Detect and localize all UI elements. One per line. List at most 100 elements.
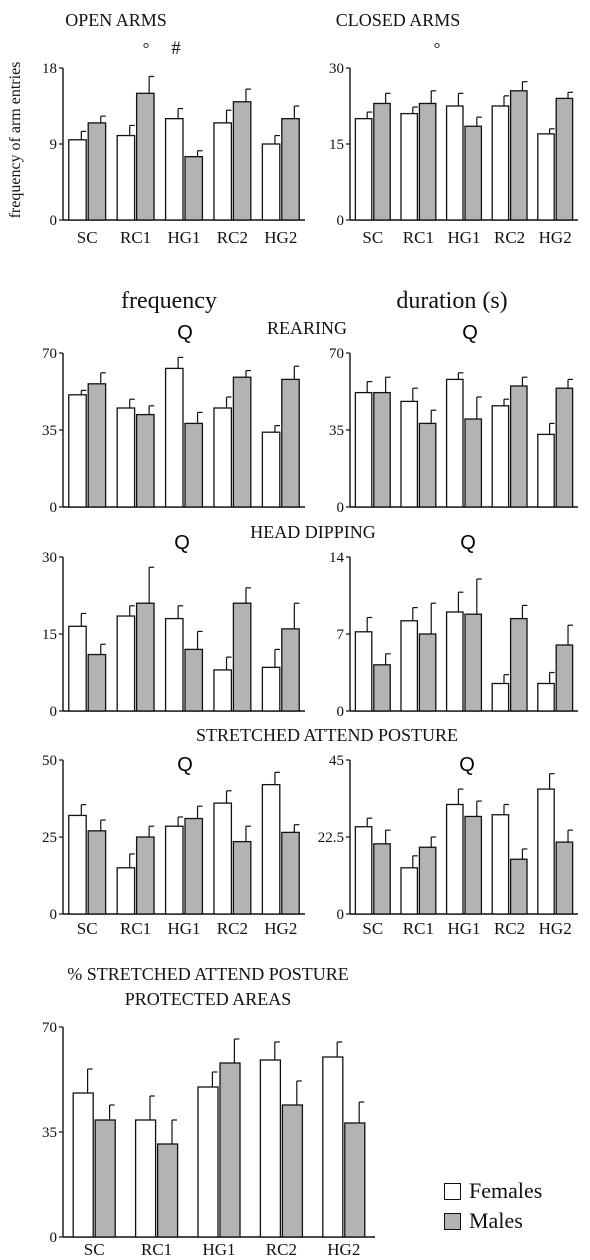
bar-males-hg1 [464, 815, 483, 915]
bar-females-hg2 [261, 143, 281, 221]
y-tick-label: 0 [50, 213, 58, 229]
bar-males-rc2 [232, 376, 252, 508]
degree-marker: ° [434, 39, 441, 58]
bar-males-sc [373, 102, 391, 221]
bar-females-hg2 [261, 431, 281, 508]
bar-females-sc [68, 394, 87, 508]
bar-males-hg2 [281, 118, 300, 221]
bar-males-rc2 [509, 90, 528, 221]
category-label-hg2: HG2 [264, 228, 297, 247]
panel-headdip_freq: 0 15 30 Q [42, 532, 305, 720]
category-label-rc1: RC1 [403, 228, 434, 247]
bar-males-rc1 [135, 836, 155, 915]
bar-males-hg1 [219, 1062, 241, 1238]
bar-males-rc1 [135, 602, 155, 712]
bar-males-rc1 [135, 413, 155, 508]
closed-arms-title: CLOSED ARMS [336, 10, 461, 30]
legend-swatch-males [444, 1212, 461, 1230]
legend-label-males: Males [469, 1208, 523, 1233]
y-tick-label: 25 [42, 830, 57, 846]
bar-males-rc2 [509, 385, 528, 508]
bar-females-rc1 [116, 134, 136, 221]
bar-females-hg1 [164, 617, 184, 712]
significance-marker: Q [174, 532, 190, 554]
category-label-sc: SC [362, 919, 383, 938]
category-label-rc2: RC2 [266, 1240, 297, 1259]
open-arms-title: OPEN ARMS [65, 10, 167, 30]
category-label-rc2: RC2 [494, 228, 525, 247]
y-tick-label: 9 [50, 137, 58, 153]
bar-females-sc [68, 139, 87, 221]
category-label-sc: SC [77, 228, 98, 247]
bar-males-hg1 [184, 648, 204, 712]
legend-swatch-females [444, 1182, 461, 1200]
category-label-hg2: HG2 [539, 919, 572, 938]
bar-females-rc1 [400, 867, 419, 915]
category-label-hg1: HG1 [447, 228, 480, 247]
panel-rearing_dur: 0 35 70 Q [329, 322, 578, 516]
y-tick-label: 0 [50, 500, 58, 516]
category-label-sc: SC [77, 919, 98, 938]
bar-females-sc [354, 118, 373, 221]
y-tick-label: 0 [50, 1230, 58, 1246]
bar-males-hg1 [184, 156, 204, 221]
y-tick-label: 30 [329, 61, 344, 77]
bar-females-rc1 [116, 615, 136, 712]
bar-females-rc1 [116, 867, 136, 915]
bar-females-sc [68, 814, 87, 915]
bar-males-hg2 [555, 841, 574, 915]
heading-rearing: REARING [267, 318, 347, 338]
panel-open_arms: 0 9 18 SC RC1 HG1 RC2 HG2 ° # [42, 38, 305, 247]
legend-item-males: Males [444, 1206, 542, 1236]
bar-males-hg2 [281, 831, 300, 915]
bar-males-hg2 [555, 387, 574, 508]
bar-females-hg2 [261, 666, 281, 712]
bar-males-hg1 [464, 125, 483, 221]
bar-males-rc1 [418, 102, 437, 221]
bar-females-rc2 [259, 1059, 282, 1238]
bar-males-rc2 [509, 617, 528, 712]
bar-males-sc [94, 1119, 116, 1238]
bar-males-hg1 [464, 613, 483, 712]
bar-females-sc [354, 391, 373, 508]
category-label-hg2: HG2 [264, 919, 297, 938]
panel-sap_dur: 0 22.5 45 SC RC1 HG1 RC2 HG2 Q [318, 753, 578, 938]
category-label-rc1: RC1 [120, 228, 151, 247]
bar-males-rc1 [418, 846, 437, 915]
y-tick-label: 35 [329, 423, 344, 439]
significance-marker: Q [460, 532, 476, 554]
bar-males-sc [373, 391, 391, 508]
bar-males-sc [87, 122, 107, 221]
category-label-sc: SC [84, 1240, 105, 1259]
bar-females-sc [68, 625, 87, 712]
panel-sap_protected: 0 35 70 SC RC1 HG1 RC2 HG2 [42, 1020, 375, 1259]
bar-males-rc2 [509, 858, 528, 915]
degree-marker: ° [143, 39, 150, 58]
bar-males-hg2 [281, 628, 300, 712]
bar-males-sc [87, 653, 107, 712]
y-tick-label: 14 [329, 550, 345, 566]
bar-females-rc2 [213, 122, 233, 221]
y-tick-label: 50 [42, 753, 57, 769]
bar-females-hg1 [164, 367, 184, 508]
bar-males-hg1 [184, 817, 204, 915]
bar-females-rc2 [491, 814, 510, 915]
y-tick-label: 7 [337, 627, 345, 643]
bar-females-rc2 [213, 669, 233, 712]
bar-males-hg2 [344, 1122, 366, 1238]
bar-males-rc1 [156, 1143, 179, 1238]
bar-males-sc [87, 830, 107, 915]
bar-males-rc2 [232, 602, 252, 712]
bar-males-hg2 [281, 378, 300, 508]
category-label-hg1: HG1 [167, 228, 200, 247]
y-tick-label: 0 [337, 907, 345, 923]
bar-males-rc1 [418, 633, 437, 712]
category-label-rc2: RC2 [217, 919, 248, 938]
significance-marker: Q [462, 322, 478, 344]
bar-males-rc2 [232, 840, 252, 915]
y-tick-label: 18 [42, 61, 57, 77]
y-tick-label: 15 [42, 627, 57, 643]
panel-headdip_dur: 0 7 14 Q [329, 532, 578, 720]
legend: Females Males [444, 1176, 542, 1236]
y-tick-label: 35 [42, 1125, 57, 1141]
